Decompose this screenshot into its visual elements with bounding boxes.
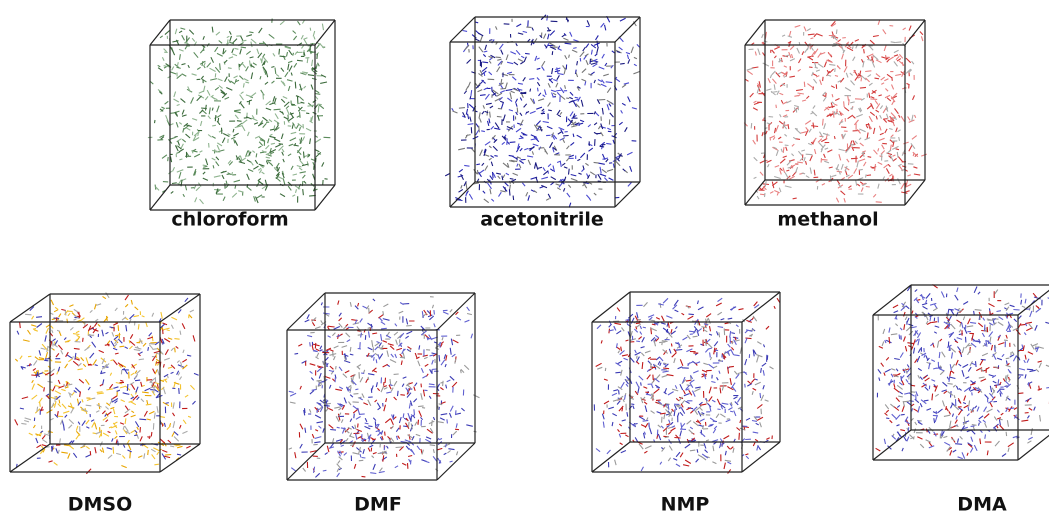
solvent-boxes: chloroform acetonitrile methanol DMSO DMF NMP… (0, 0, 1049, 517)
solvent-label: NMP (661, 494, 710, 516)
box-edge (592, 442, 630, 472)
simulation-box: DMSO (10, 293, 200, 516)
solvent-label: chloroform (171, 209, 288, 231)
box-edge (315, 20, 335, 45)
box-edge (287, 293, 325, 330)
box-edge (905, 20, 925, 45)
molecules (16, 298, 198, 468)
solvent-label: acetonitrile (480, 209, 604, 231)
box-edge (160, 444, 200, 472)
box-edge (10, 444, 50, 472)
simulation-box: DMA (873, 284, 1049, 515)
box-edge (160, 294, 200, 322)
molecules (884, 288, 1049, 459)
box-edge (1018, 430, 1049, 460)
solvent-label: DMA (957, 494, 1007, 516)
solvent-label: DMF (354, 494, 402, 516)
solvent-label: methanol (777, 209, 878, 231)
figure: chloroform acetonitrile methanol DMSO DMF NMP… (0, 0, 1049, 517)
simulation-box: acetonitrile (445, 15, 640, 231)
solvent-label: DMSO (68, 494, 133, 516)
box-edge (873, 430, 911, 460)
box-edge (315, 185, 335, 210)
box-edge (150, 185, 170, 210)
box-edge (745, 20, 765, 45)
molecules (745, 21, 923, 199)
simulation-box: chloroform (148, 19, 335, 231)
box-edge (450, 17, 475, 42)
box-edge (10, 294, 50, 322)
box-edge (287, 443, 325, 480)
simulation-box: methanol (744, 20, 927, 231)
box-edge (905, 180, 925, 205)
molecules (877, 286, 1049, 456)
molecules (455, 16, 636, 208)
box-edge (873, 285, 911, 315)
box-edge (745, 180, 765, 205)
molecules (295, 299, 473, 478)
box-edge (592, 292, 630, 322)
simulation-box: DMF (287, 293, 480, 516)
box-edge (450, 182, 475, 207)
simulation-box: NMP (592, 292, 780, 516)
box-edge (437, 443, 475, 480)
molecules (155, 27, 328, 203)
box-edge (615, 182, 640, 207)
box-edge (615, 17, 640, 42)
box-edge (437, 293, 475, 330)
